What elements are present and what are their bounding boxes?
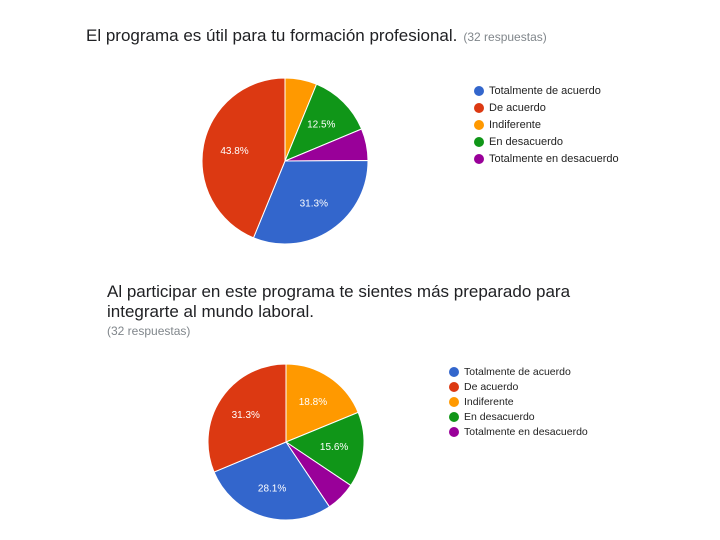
legend-label: Indiferente bbox=[489, 118, 541, 131]
pie-slice bbox=[201, 77, 286, 239]
slice-label: 28.1% bbox=[258, 483, 286, 494]
legend-item: Indiferente bbox=[474, 116, 619, 133]
pie-slice bbox=[213, 441, 331, 521]
legend-item: De acuerdo bbox=[449, 379, 588, 394]
legend-label: Totalmente en desacuerdo bbox=[464, 425, 588, 438]
pie-slice bbox=[284, 411, 365, 487]
chart-title: Al participar en este programa te siente… bbox=[107, 282, 571, 321]
slice-label: 12.5% bbox=[307, 119, 335, 130]
legend-swatch bbox=[474, 85, 484, 96]
legend-item: Indiferente bbox=[449, 394, 588, 409]
slice-label: 43.8% bbox=[220, 146, 248, 157]
response-count: (32 respuestas) bbox=[107, 324, 191, 338]
legend-item: Totalmente de acuerdo bbox=[449, 364, 588, 379]
legend-swatch bbox=[449, 426, 459, 437]
legend-item: Totalmente en desacuerdo bbox=[449, 424, 588, 439]
legend-swatch bbox=[474, 102, 484, 113]
legend-swatch bbox=[449, 381, 459, 392]
response-count: (32 respuestas) bbox=[463, 30, 547, 44]
slice-label: 18.8% bbox=[299, 397, 327, 408]
legend-label: Totalmente de acuerdo bbox=[489, 84, 601, 97]
chart-title: El programa es útil para tu formación pr… bbox=[86, 26, 458, 45]
chart-header: El programa es útil para tu formación pr… bbox=[86, 26, 646, 46]
legend-swatch bbox=[449, 411, 459, 422]
chart-panel-utility: El programa es útil para tu formación pr… bbox=[0, 0, 720, 260]
slice-label: 15.6% bbox=[320, 442, 348, 453]
legend-item: Totalmente de acuerdo bbox=[474, 82, 619, 99]
pie-slice bbox=[285, 363, 359, 443]
legend-swatch bbox=[449, 366, 459, 377]
legend: Totalmente de acuerdo De acuerdo Indiferen… bbox=[474, 82, 619, 167]
chart-panel-preparedness: Al participar en este programa te siente… bbox=[0, 268, 720, 540]
legend-swatch bbox=[474, 153, 484, 164]
legend-label: Totalmente de acuerdo bbox=[464, 365, 571, 378]
legend-item: En desacuerdo bbox=[474, 133, 619, 150]
legend-label: En desacuerdo bbox=[464, 410, 535, 423]
pie-slice bbox=[207, 363, 287, 473]
pie-slice bbox=[252, 159, 369, 245]
legend-label: De acuerdo bbox=[489, 101, 546, 114]
pie-slice bbox=[284, 83, 363, 162]
slice-label: 31.3% bbox=[232, 410, 260, 421]
legend-item: Totalmente en desacuerdo bbox=[474, 150, 619, 167]
pie-chart: 18.8% 15.6% 28.1% 31.3% bbox=[207, 363, 365, 521]
legend: Totalmente de acuerdo De acuerdo Indiferen… bbox=[449, 364, 588, 439]
legend-swatch bbox=[474, 136, 484, 147]
legend-swatch bbox=[449, 396, 459, 407]
legend-label: Totalmente en desacuerdo bbox=[489, 152, 619, 165]
pie-chart: 12.5% 31.3% 43.8% bbox=[201, 77, 369, 245]
chart-header: Al participar en este programa te siente… bbox=[107, 282, 627, 338]
legend-swatch bbox=[474, 119, 484, 130]
legend-label: De acuerdo bbox=[464, 380, 519, 393]
legend-item: En desacuerdo bbox=[449, 409, 588, 424]
slice-label: 31.3% bbox=[300, 199, 328, 210]
legend-item: De acuerdo bbox=[474, 99, 619, 116]
legend-label: En desacuerdo bbox=[489, 135, 563, 148]
legend-label: Indiferente bbox=[464, 395, 514, 408]
